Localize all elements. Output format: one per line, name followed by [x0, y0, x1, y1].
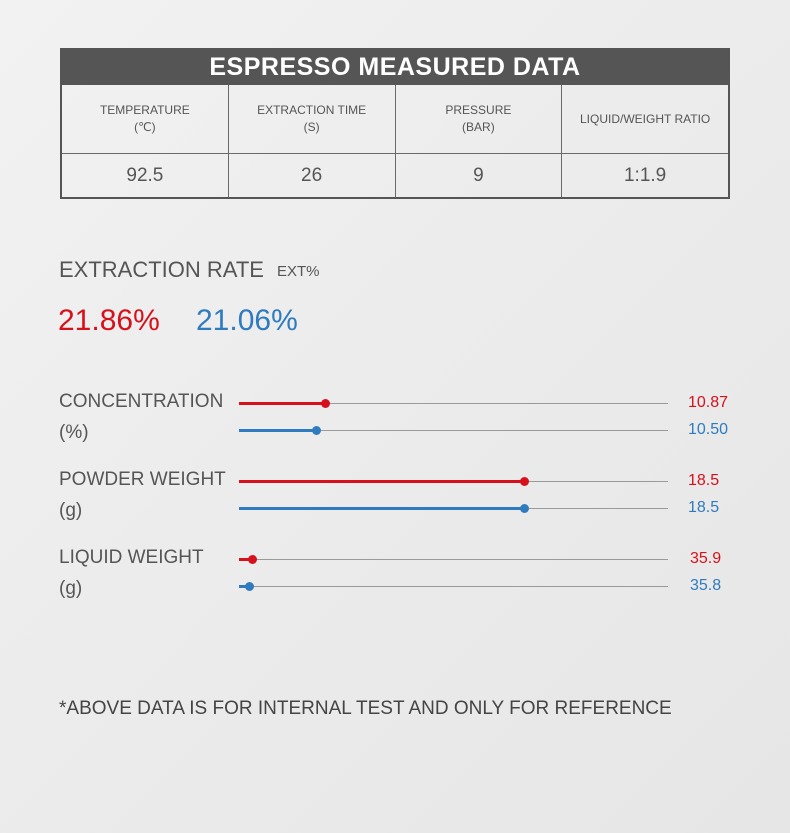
bar-marker: [320, 399, 330, 408]
table-title: ESPRESSO MEASURED DATA: [62, 50, 728, 85]
bar-fill: [239, 429, 317, 432]
value-extraction-time: 26: [229, 154, 396, 197]
value-temperature: 92.5: [62, 154, 229, 197]
bar-marker: [520, 504, 530, 513]
powder-weight-red-value: 18.5: [688, 472, 720, 489]
metric-name: LIQUID WEIGHT: [59, 547, 204, 568]
powder-weight-blue-bar: [239, 504, 668, 513]
table-value-row: 92.5 26 9 1:1.9: [62, 154, 728, 197]
header-unit: (S): [303, 120, 320, 134]
liquid-weight-blue-bar: [239, 582, 668, 591]
header-temperature: TEMPERATURE (℃): [62, 85, 229, 153]
measured-data-table: ESPRESSO MEASURED DATA TEMPERATURE (℃) E…: [60, 48, 730, 199]
bar-marker: [244, 582, 254, 591]
metric-label-concentration: CONCENTRATION (%): [59, 386, 223, 448]
liquid-weight-red-bar: [239, 555, 668, 564]
metric-unit: (%): [59, 422, 89, 443]
bar-marker: [520, 477, 530, 486]
extraction-rate-red-value: 21.86%: [58, 304, 160, 337]
header-unit: (℃): [134, 120, 156, 134]
bar-marker: [247, 555, 257, 564]
header-unit: (BAR): [462, 120, 495, 134]
metric-name: POWDER WEIGHT: [59, 469, 226, 490]
header-pressure: PRESSURE (BAR): [396, 85, 563, 153]
header-label: EXTRACTION TIME: [257, 103, 367, 117]
header-label: PRESSURE: [445, 103, 512, 117]
metric-label-powder-weight: POWDER WEIGHT (g): [59, 464, 226, 526]
metric-name: CONCENTRATION: [59, 391, 224, 412]
header-extraction-time: EXTRACTION TIME (S): [229, 85, 396, 153]
table-header-row: TEMPERATURE (℃) EXTRACTION TIME (S) PRES…: [62, 85, 728, 154]
header-label: LIQUID/WEIGHT RATIO: [580, 111, 711, 126]
value-pressure: 9: [396, 154, 563, 197]
header-liquid-weight-ratio: LIQUID/WEIGHT RATIO: [562, 85, 728, 153]
bar-fill: [239, 507, 525, 510]
concentration-red-value: 10.87: [688, 394, 729, 411]
metric-label-liquid-weight: LIQUID WEIGHT (g): [59, 542, 204, 604]
powder-weight-red-bar: [239, 477, 668, 486]
metric-unit: (g): [59, 578, 83, 599]
footnote: *ABOVE DATA IS FOR INTERNAL TEST AND ONL…: [59, 698, 672, 719]
bar-fill: [239, 585, 249, 588]
bar-fill: [239, 480, 525, 483]
metric-unit: (g): [59, 500, 83, 521]
extraction-rate-blue-value: 21.06%: [196, 304, 298, 337]
value-liquid-weight-ratio: 1:1.9: [623, 164, 667, 186]
concentration-blue-value: 10.50: [688, 421, 729, 438]
powder-weight-blue-value: 18.5: [688, 499, 720, 516]
extraction-rate-subtitle: EXT%: [277, 263, 320, 280]
bar-marker: [312, 426, 322, 435]
extraction-rate-title: EXTRACTION RATE: [59, 257, 264, 282]
liquid-weight-blue-value: 35.8: [690, 577, 722, 594]
bar-fill: [239, 558, 252, 561]
liquid-weight-red-value: 35.9: [690, 550, 722, 567]
concentration-red-bar: [239, 399, 668, 408]
bar-fill: [239, 402, 325, 405]
concentration-blue-bar: [239, 426, 668, 435]
header-label: TEMPERATURE: [99, 103, 190, 117]
